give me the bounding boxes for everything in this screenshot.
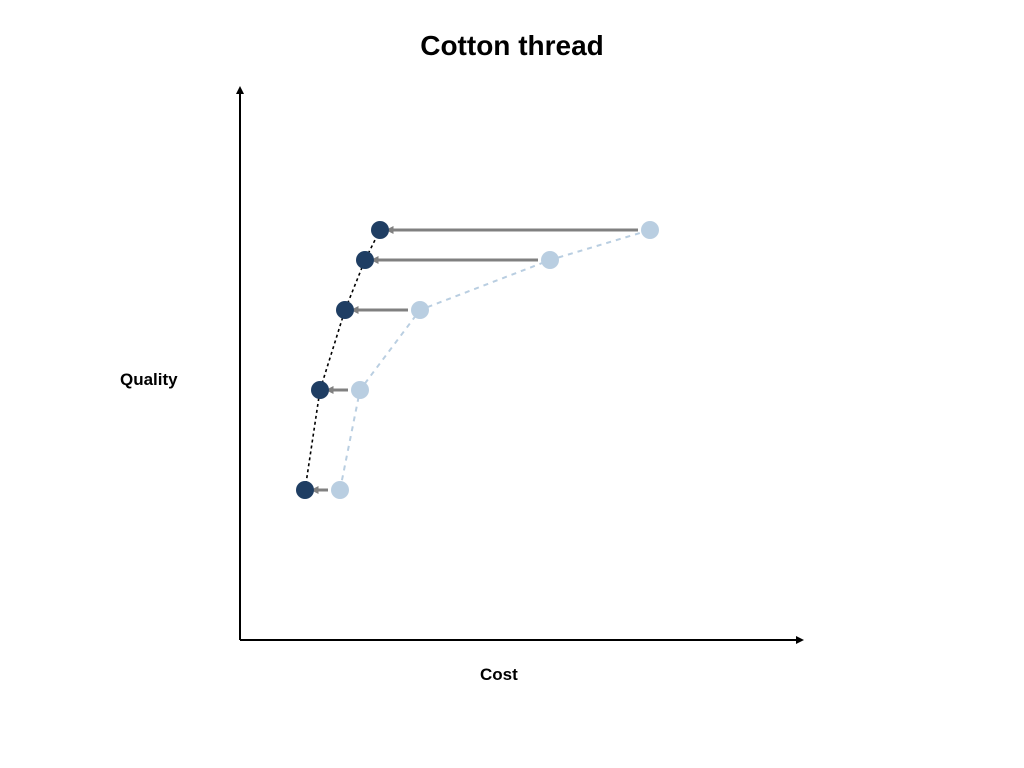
series-dark-line <box>305 230 380 490</box>
series-light-marker <box>351 381 369 399</box>
series-light-marker <box>331 481 349 499</box>
series-light-marker <box>411 301 429 319</box>
series-dark-marker <box>311 381 329 399</box>
series-dark-marker <box>356 251 374 269</box>
series-light-marker <box>641 221 659 239</box>
series-light-line <box>340 230 650 490</box>
series-dark-marker <box>336 301 354 319</box>
series-dark-marker <box>371 221 389 239</box>
series-dark-marker <box>296 481 314 499</box>
series-light-marker <box>541 251 559 269</box>
chart-canvas <box>0 0 1024 768</box>
